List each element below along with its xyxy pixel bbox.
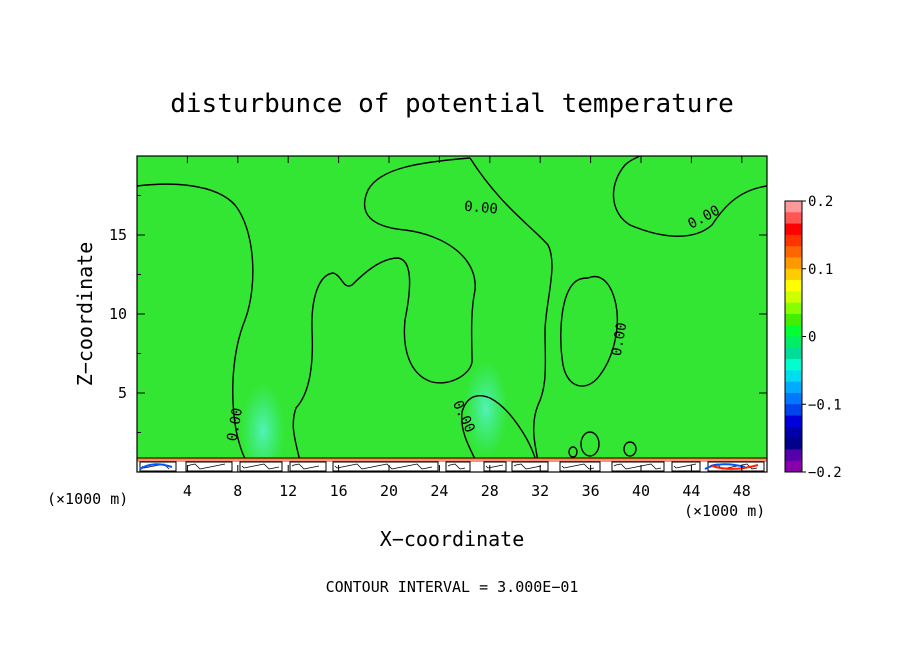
colorbar-tick-label: 0 xyxy=(808,330,816,346)
colorbar-swatch xyxy=(785,313,802,326)
colorbar-swatch xyxy=(785,212,802,224)
x-unit-left: (×1000 m) xyxy=(47,490,128,508)
ground-scribble-2 xyxy=(241,463,280,470)
x-tick-label: 20 xyxy=(380,482,398,500)
x-unit-right: (×1000 m) xyxy=(684,502,765,520)
colorbar-tick-label: −0.1 xyxy=(808,397,842,413)
ground-cell-1 xyxy=(185,461,233,472)
ground-scribble-5 xyxy=(447,463,466,470)
contour-line-middle-lower xyxy=(460,394,537,462)
contour-line-middle-plume xyxy=(292,157,476,462)
x-tick-label: 36 xyxy=(582,482,600,500)
contour-label-0: 0.00 xyxy=(224,407,246,443)
colorbar-swatch xyxy=(785,302,802,315)
colorbar-swatch xyxy=(785,291,802,304)
contour-line-right-upper xyxy=(612,156,767,237)
colorbar-swatch xyxy=(785,347,802,360)
colorbar-swatch xyxy=(785,381,802,394)
colorbar-swatch xyxy=(785,438,802,450)
colorbar-swatch xyxy=(785,449,802,462)
contour-lines xyxy=(137,156,767,462)
contour-label-3: 0.00 xyxy=(609,321,631,357)
y-axis: 5 10 15 xyxy=(109,195,767,433)
colorbar-swatch xyxy=(785,415,802,428)
x-tick-label: 12 xyxy=(279,482,297,500)
colorbar-swatch xyxy=(785,223,802,236)
x-tick-label: 40 xyxy=(632,482,650,500)
colorbar-swatch xyxy=(785,325,802,337)
ground-blue-streak-left xyxy=(139,463,173,470)
x-tick-label: 28 xyxy=(481,482,499,500)
colorbar-swatch xyxy=(785,392,802,405)
ground-red-streak xyxy=(711,464,759,470)
ground-cells xyxy=(139,461,765,472)
ground-scribble-4 xyxy=(334,463,433,470)
y-tick-label: 15 xyxy=(109,226,127,244)
ground-cell-4 xyxy=(332,461,439,472)
anomaly-patch-1 xyxy=(464,360,509,457)
colorbar-swatch xyxy=(785,268,802,281)
ground-cell-7 xyxy=(511,461,549,472)
colorbar-swatch xyxy=(785,246,802,258)
colorbar-swatch xyxy=(785,370,802,383)
plot-area: 0.00 0.000.000.000.00 xyxy=(136,155,768,473)
anomaly-layer xyxy=(241,360,509,472)
ground-scribble-3 xyxy=(291,463,320,470)
x-tick-label: 8 xyxy=(233,482,242,500)
ground-scribble-7 xyxy=(513,463,542,470)
x-axis: 4 8 12 16 20 24 28 32 36 40 44 48 xyxy=(183,156,751,500)
ground-cell-0 xyxy=(139,461,177,472)
colorbar-swatch xyxy=(785,280,802,292)
y-tick-label: 5 xyxy=(118,384,127,402)
y-axis-label: Z−coordinate xyxy=(73,242,97,387)
ground-cell-2 xyxy=(239,461,283,472)
x-tick-label: 32 xyxy=(531,482,549,500)
colorbar-swatch xyxy=(785,359,802,371)
colorbar-tick-label: −0.2 xyxy=(808,465,842,481)
ground-blue-streak-right xyxy=(704,463,746,470)
colorbar-swatch xyxy=(785,336,802,349)
x-tick-label: 24 xyxy=(430,482,448,500)
contour-cell-2 xyxy=(623,441,637,457)
anomaly-patch-0 xyxy=(241,382,285,472)
ground-cell-3 xyxy=(289,461,327,472)
chart-title: disturbunce of potential temperature xyxy=(170,89,734,119)
contour-label-2: 0.00 xyxy=(463,199,498,218)
contour-line-left xyxy=(137,183,254,462)
x-axis-label: X−coordinate xyxy=(380,527,525,551)
ground-scribble-9 xyxy=(613,463,662,470)
x-tick-label: 48 xyxy=(733,482,751,500)
footer-contour-interval: CONTOUR INTERVAL = 3.000E−01 xyxy=(326,578,579,596)
x-tick-label: 16 xyxy=(330,482,348,500)
ground-scribble-1 xyxy=(187,463,226,470)
colorbar-swatch xyxy=(785,257,802,270)
colorbar-tick-label: 0.2 xyxy=(808,194,833,210)
ground-cell-10 xyxy=(671,461,701,472)
ground-scribble-10 xyxy=(673,463,697,469)
y-tick-label: 10 xyxy=(109,305,127,323)
contour-cell-3 xyxy=(568,446,578,458)
x-tick-label: 4 xyxy=(183,482,192,500)
contour-line-right-lower xyxy=(560,275,619,387)
colorbar-tick-label: 0.1 xyxy=(808,262,833,278)
contour-cell-1 xyxy=(580,431,600,457)
contour-line-upper-loop xyxy=(469,157,553,462)
ground-strip xyxy=(137,457,767,472)
colorbar-swatch xyxy=(785,201,802,213)
colorbar-swatch xyxy=(785,404,802,416)
colorbar-swatch xyxy=(785,234,802,247)
colorbar: 0.2 0.1 0 −0.1 −0.2 xyxy=(784,194,842,481)
x-tick-label: 44 xyxy=(682,482,700,500)
ground-scribble-6 xyxy=(485,464,504,469)
colorbar-swatch xyxy=(785,460,802,473)
colorbar-swatch xyxy=(785,426,802,439)
ground-cell-8 xyxy=(559,461,601,472)
ground-scribble-8 xyxy=(561,463,595,470)
